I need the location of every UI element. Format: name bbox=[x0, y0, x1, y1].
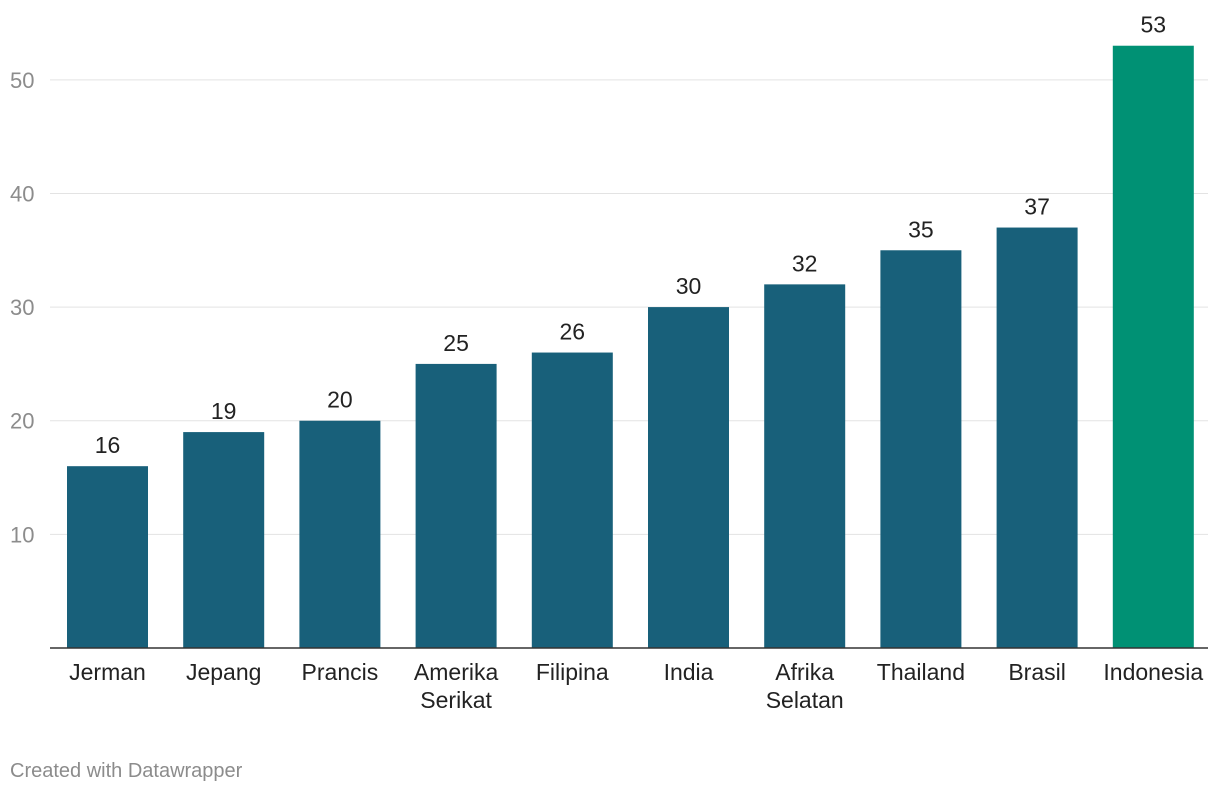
bar-jepang bbox=[183, 432, 265, 648]
x-category-label: Brasil bbox=[1008, 659, 1066, 685]
x-category-label: Thailand bbox=[877, 659, 965, 685]
bar-filipina bbox=[531, 352, 613, 648]
bar-prancis bbox=[299, 420, 381, 648]
data-label: 53 bbox=[1141, 12, 1167, 38]
y-tick-label: 20 bbox=[10, 409, 34, 434]
data-label: 37 bbox=[1024, 194, 1050, 220]
y-tick-label: 40 bbox=[10, 181, 34, 206]
bars bbox=[50, 45, 1208, 649]
x-category-label: Amerika Serikat bbox=[414, 659, 499, 713]
bar-amerika-serikat bbox=[415, 363, 497, 648]
credit-text: Created with Datawrapper bbox=[10, 760, 243, 782]
data-label: 25 bbox=[443, 330, 469, 356]
x-category-label: Filipina bbox=[536, 659, 609, 685]
data-label: 35 bbox=[908, 216, 934, 242]
labels: 16 Jerman 19 Jepang 20 Prancis 25 Amerika Serika… bbox=[69, 12, 1203, 713]
bar-afrika-selatan bbox=[764, 284, 846, 648]
bar-brasil bbox=[996, 227, 1078, 648]
data-label: 16 bbox=[95, 432, 121, 458]
x-category-label: India bbox=[664, 659, 714, 685]
data-label: 30 bbox=[676, 273, 702, 299]
y-tick-label: 10 bbox=[10, 522, 34, 547]
grid-lines: 10 20 30 40 50 bbox=[10, 68, 1208, 547]
x-category-label: Jepang bbox=[186, 659, 261, 685]
data-label: 19 bbox=[211, 398, 237, 424]
x-category-label: Afrika Selatan bbox=[766, 659, 844, 713]
data-label: 32 bbox=[792, 250, 818, 276]
bar-indonesia bbox=[1112, 45, 1194, 648]
bar-india bbox=[648, 307, 729, 648]
data-label: 26 bbox=[560, 319, 586, 345]
y-tick-label: 30 bbox=[10, 295, 34, 320]
data-label: 20 bbox=[327, 387, 353, 413]
bar-jerman bbox=[67, 466, 148, 648]
x-category-label: Indonesia bbox=[1103, 659, 1203, 685]
y-tick-label: 50 bbox=[10, 68, 34, 93]
bar-thailand bbox=[880, 250, 962, 649]
x-category-label: Jerman bbox=[69, 659, 146, 685]
x-category-label: Prancis bbox=[302, 659, 379, 685]
